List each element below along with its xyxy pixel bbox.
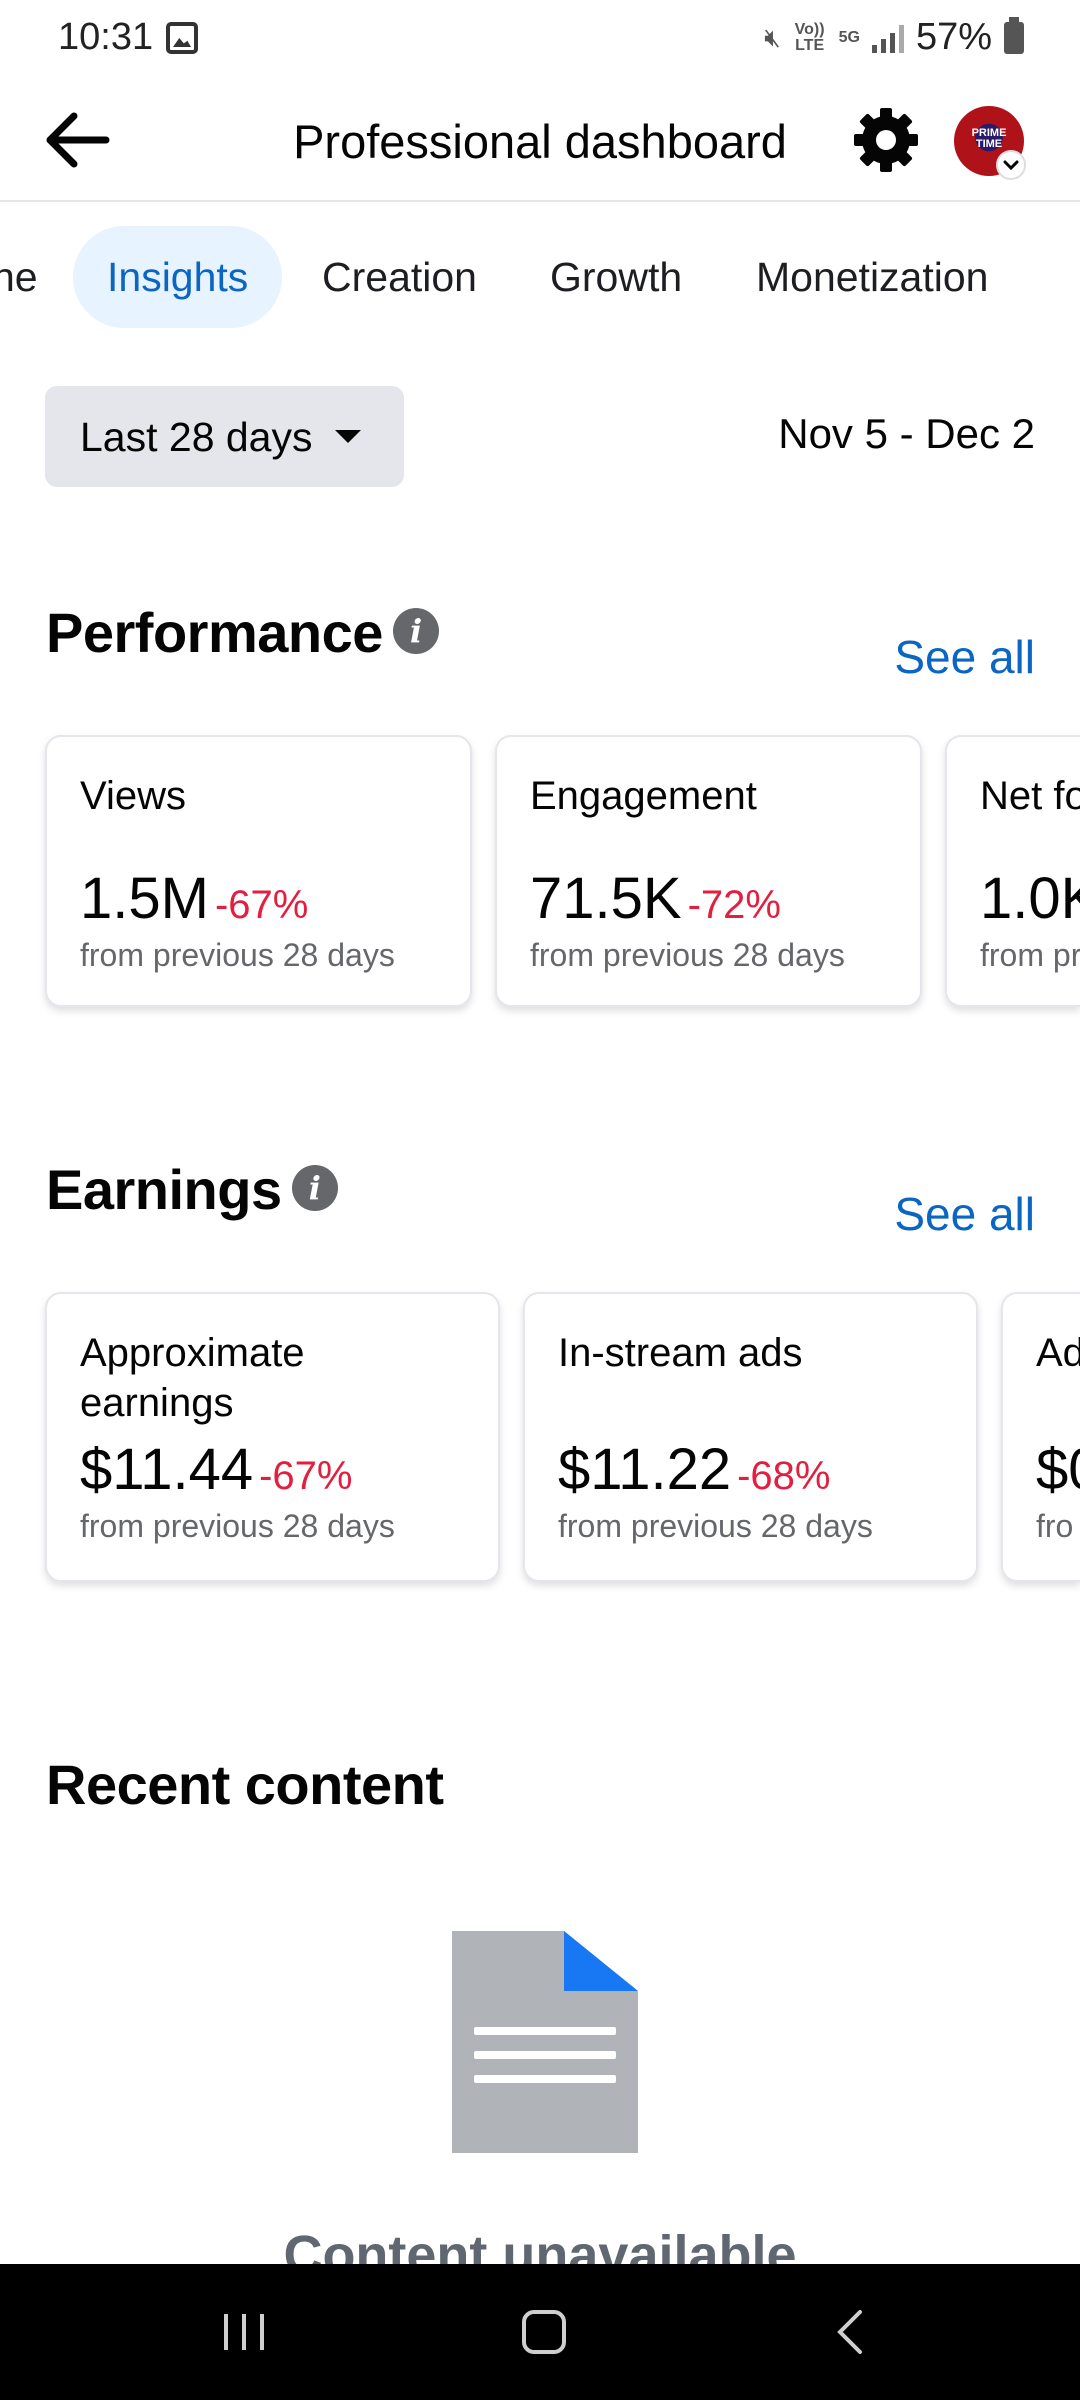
card-subtitle: from previous 28 days	[558, 1508, 873, 1544]
ads-earnings-card[interactable]: Ad $0 fro	[1001, 1292, 1080, 1582]
earnings-title: Earnings	[46, 1158, 282, 1221]
date-range-dropdown[interactable]: Last 28 days	[45, 386, 404, 487]
card-value-row: $0	[1036, 1436, 1080, 1503]
performance-title: Performance	[46, 601, 383, 664]
card-title: Net fo	[980, 774, 1080, 818]
card-value-row: $11.44 -67%	[80, 1436, 352, 1503]
system-back-icon[interactable]	[830, 2308, 870, 2356]
mute-icon: 🔇︎	[764, 21, 781, 52]
engagement-card[interactable]: Engagement 71.5K -72% from previous 28 da…	[495, 735, 922, 1007]
card-value-row: 71.5K -72%	[530, 865, 781, 932]
document-icon	[452, 1931, 638, 2153]
info-icon[interactable]: i	[392, 608, 439, 655]
card-value: 71.5K	[530, 866, 682, 931]
signal-icon	[871, 23, 904, 53]
system-navigation-bar	[0, 2264, 1080, 2400]
recent-apps-icon[interactable]	[222, 2312, 266, 2352]
status-icons: 🔇︎ Vo)) LTE 5G 57%	[764, 16, 1024, 59]
performance-heading: Performance i	[46, 600, 439, 665]
app-header: Professional dashboard PRIME TIME	[0, 80, 1080, 202]
performance-see-all-link[interactable]: See all	[894, 631, 1035, 683]
approximate-earnings-card[interactable]: Approximate earnings $11.44 -67% from pre…	[45, 1292, 500, 1582]
tab-monetization[interactable]: Monetization	[756, 254, 989, 300]
volte-indicator: Vo)) LTE	[794, 20, 825, 54]
card-value: 1.0K	[980, 866, 1080, 931]
caret-down-icon	[335, 430, 361, 443]
card-title: In-stream ads	[558, 1331, 803, 1375]
tab-home[interactable]: ne	[0, 254, 38, 300]
page-title: Professional dashboard	[293, 115, 787, 168]
gallery-notification-icon	[166, 22, 198, 54]
tab-creation[interactable]: Creation	[322, 254, 477, 300]
card-change: -68%	[737, 1454, 831, 1498]
card-value: $11.44	[80, 1437, 254, 1502]
status-bar: 10:31 🔇︎ Vo)) LTE 5G 57%	[0, 0, 1080, 80]
battery-icon	[1004, 16, 1024, 54]
card-value-row: $11.22 -68%	[558, 1436, 830, 1503]
views-card[interactable]: Views 1.5M -67% from previous 28 days	[45, 735, 472, 1007]
empty-state-message: Content unavailable	[283, 2225, 797, 2264]
card-title: Engagement	[530, 774, 757, 818]
card-title: Ad	[1036, 1331, 1080, 1375]
card-subtitle: from pr	[980, 937, 1080, 973]
gear-icon	[854, 108, 918, 172]
battery-percent: 57%	[915, 16, 992, 58]
info-icon[interactable]: i	[291, 1165, 338, 1212]
date-range-text: Nov 5 - Dec 2	[778, 410, 1035, 457]
card-value: 1.5M	[80, 866, 209, 931]
dashboard-tabs: ne Insights Creation Growth Monetization	[0, 226, 1080, 330]
recent-content-title: Recent content	[46, 1753, 444, 1816]
status-time: 10:31	[58, 16, 154, 58]
card-value: $11.22	[558, 1437, 732, 1502]
network-5g-indicator: 5G	[838, 28, 860, 46]
card-subtitle: fro	[1036, 1508, 1074, 1544]
card-subtitle: from previous 28 days	[80, 1508, 395, 1544]
card-change: -67%	[214, 883, 309, 927]
card-change: -72%	[687, 883, 781, 927]
card-title: Approximate earnings	[80, 1331, 305, 1425]
settings-button[interactable]	[850, 104, 922, 176]
card-subtitle: from previous 28 days	[530, 937, 845, 973]
card-value-row: 1.5M -67%	[80, 865, 308, 932]
arrow-left-icon	[46, 112, 110, 168]
chevron-down-icon	[1003, 160, 1019, 171]
profile-switcher-button[interactable]	[996, 150, 1026, 180]
back-button[interactable]	[42, 108, 114, 172]
in-stream-ads-card[interactable]: In-stream ads $11.22 -68% from previous 2…	[523, 1292, 978, 1582]
avatar-logo-text: PRIME TIME	[971, 127, 1007, 150]
earnings-see-all-link[interactable]: See all	[894, 1188, 1035, 1240]
tab-growth[interactable]: Growth	[550, 254, 683, 300]
card-title: Views	[80, 774, 186, 818]
net-followers-card[interactable]: Net fo 1.0K from pr	[945, 735, 1080, 1007]
earnings-heading: Earnings i	[46, 1157, 338, 1222]
home-icon[interactable]	[522, 2310, 566, 2354]
tab-insights[interactable]: Insights	[73, 226, 283, 328]
card-change: -67%	[259, 1454, 353, 1498]
date-range-label: Last 28 days	[80, 414, 313, 460]
card-value: $0	[1036, 1437, 1080, 1502]
card-subtitle: from previous 28 days	[80, 937, 395, 973]
card-value-row: 1.0K	[980, 865, 1080, 932]
